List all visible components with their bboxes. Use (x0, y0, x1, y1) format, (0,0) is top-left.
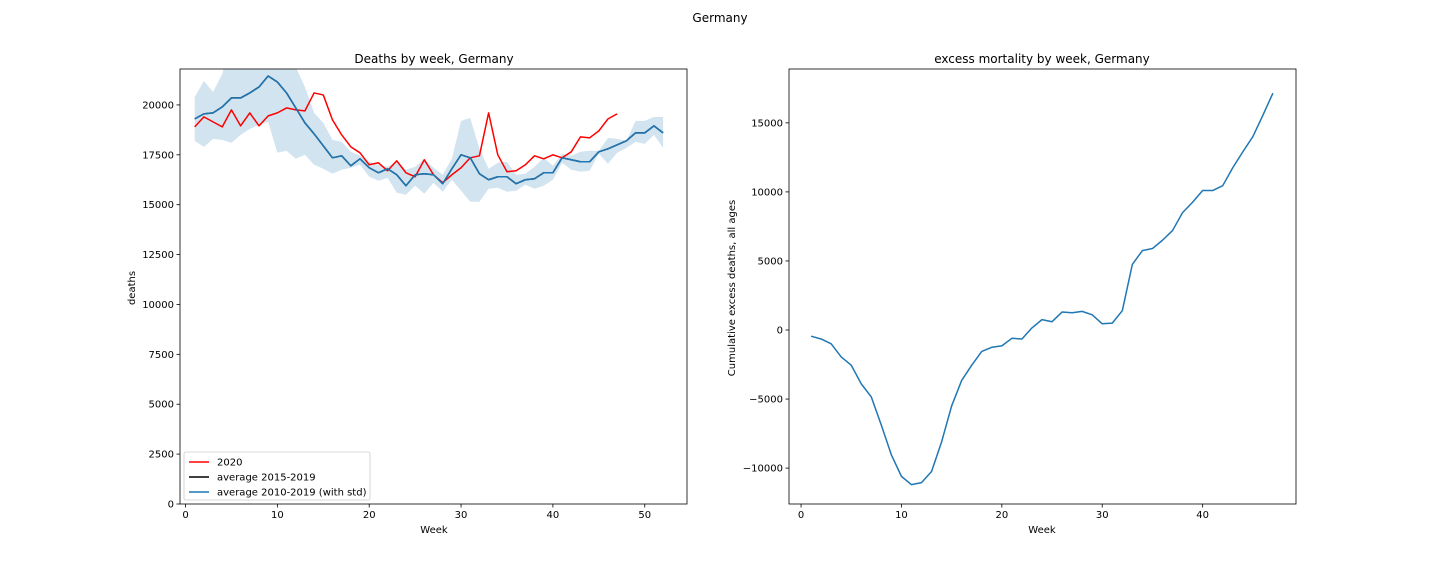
excess-ytick-label: 5000 (758, 256, 783, 267)
excess-mortality-chart: excess mortality by week, Germany Week C… (727, 52, 1297, 536)
deaths-chart-ylabel: deaths (127, 271, 138, 305)
deaths-legend-label: average 2010-2019 (with std) (217, 488, 367, 499)
deaths-chart-xlabel: Week (420, 525, 448, 536)
deaths-xtick-label: 50 (638, 510, 651, 521)
deaths-legend-label: average 2015-2019 (217, 473, 316, 484)
excess-chart-ylabel: Cumulative excess deaths, all ages (727, 200, 738, 376)
excess-ytick-label: −10000 (743, 464, 783, 475)
excess-xtick-label: 10 (895, 510, 908, 521)
deaths-ytick-label: 2500 (149, 450, 174, 461)
excess-ytick-label: 10000 (751, 187, 783, 198)
deaths-chart-title: Deaths by week, Germany (354, 52, 513, 66)
deaths-series-0-line (194, 92, 618, 184)
excess-xtick-label: 20 (995, 510, 1008, 521)
deaths-legend-label: 2020 (217, 458, 242, 469)
deaths-ytick-label: 5000 (149, 400, 174, 411)
excess-chart-title: excess mortality by week, Germany (934, 52, 1150, 66)
excess-axes-frame (788, 68, 1297, 505)
deaths-by-week-chart: Deaths by week, Germany Week deaths 0 10 2… (127, 52, 688, 536)
deaths-xtick-label: 40 (547, 510, 560, 521)
excess-xtick-label: 30 (1096, 510, 1109, 521)
deaths-ytick-label: 15000 (142, 200, 174, 211)
deaths-ytick-label: 10000 (142, 300, 174, 311)
excess-xtick-label: 0 (798, 510, 804, 521)
deaths-ytick-label: 12500 (142, 250, 174, 261)
deaths-series-2-line (194, 75, 664, 187)
excess-ytick-label: 0 (777, 326, 783, 337)
excess-chart-xlabel: Week (1028, 525, 1056, 536)
deaths-legend-frame (183, 451, 371, 501)
deaths-plot-area (194, 69, 664, 202)
excess-ytick-label: −5000 (749, 395, 783, 406)
deaths-xtick-label: 10 (271, 510, 284, 521)
excess-series-0-line (810, 92, 1274, 486)
deaths-ytick-label: 20000 (142, 100, 174, 111)
deaths-ytick-label: 0 (168, 500, 174, 511)
deaths-xtick-label: 20 (363, 510, 376, 521)
deaths-xtick-label: 30 (455, 510, 468, 521)
deaths-axes-frame (179, 68, 688, 505)
deaths-ytick-label: 7500 (149, 350, 174, 361)
figure-suptitle: Germany (692, 11, 747, 25)
deaths-ytick-label: 17500 (142, 150, 174, 161)
excess-plot-area (810, 92, 1274, 486)
excess-ytick-label: 15000 (751, 118, 783, 129)
deaths-legend: 2020 average 2015-2019 average 2010-2019 (… (183, 451, 371, 501)
deaths-xtick-label: 0 (182, 510, 188, 521)
excess-xtick-label: 40 (1196, 510, 1209, 521)
deaths-series-2-std-band (194, 69, 664, 202)
